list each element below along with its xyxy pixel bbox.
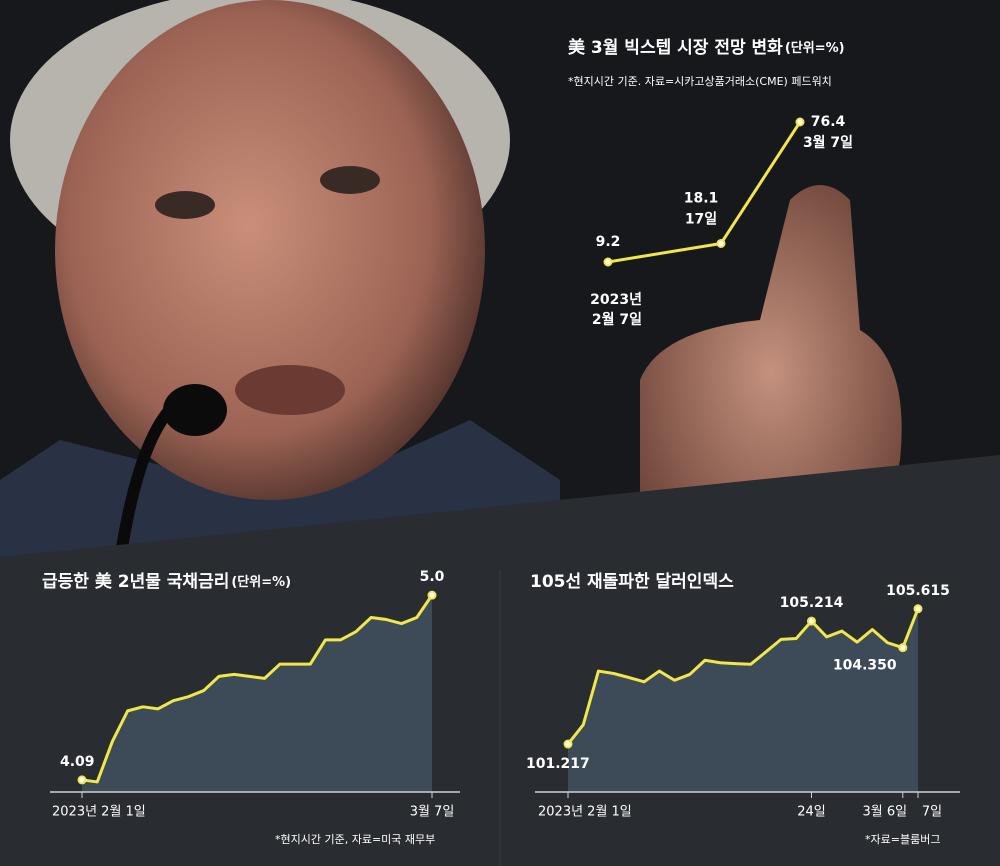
title-text: 105선 재돌파한 달러인덱스 [530,571,734,592]
value-label: 9.2 [596,234,621,250]
x-tick-label: 3월 6일 [862,805,907,820]
point [806,616,816,626]
value-label: 105.615 [886,583,950,599]
point [913,604,923,614]
area [568,608,918,792]
unit: (단위=%) [231,574,291,590]
point [563,739,573,749]
value-label: 76.4 [811,114,846,130]
chart-title: 급등한 美 2년물 국채금리 (단위=%) [42,571,291,592]
note: *현지시간 기준. 자료=시카고상품거래소(CME) 페드워치 [568,75,832,88]
category-label: 17일 [685,211,717,227]
point [898,643,908,653]
note: *현지시간 기준, 자료=미국 재무부 [275,833,435,846]
point [77,775,87,785]
value-label: 4.09 [60,754,95,770]
point [795,117,805,127]
photo [0,0,902,561]
title-text: 급등한 美 2년물 국채금리 [42,571,229,592]
unit: (단위=%) [785,40,845,56]
x-tick-label: 2023년 2월 1일 [52,805,146,820]
chart-title: 美 3월 빅스텝 시장 전망 변화 (단위=%) [568,37,845,58]
point [427,590,437,600]
category-label: 2023년 2월 7일 [590,292,642,328]
line [566,608,920,745]
line [81,594,434,784]
chart-title: 105선 재돌파한 달러인덱스 [530,571,734,592]
value-label: 5.0 [420,569,445,585]
category-label: 3월 7일 [803,134,853,151]
x-tick-label: 3월 7일 [410,805,455,820]
x-tick-label: 2023년 2월 1일 [538,805,632,820]
value-label: 18.1 [684,190,719,206]
value-label: 104.350 [833,658,897,674]
value-label: 101.217 [526,756,590,772]
title-text: 美 3월 빅스텝 시장 전망 변화 [568,37,783,58]
point [716,238,726,248]
x-tick-label: 24일 [797,805,826,820]
point [603,257,613,267]
note: *자료=블룸버그 [865,833,940,846]
value-label: 105.214 [780,595,844,611]
x-tick-label: 7일 [922,805,942,820]
area [82,595,432,792]
